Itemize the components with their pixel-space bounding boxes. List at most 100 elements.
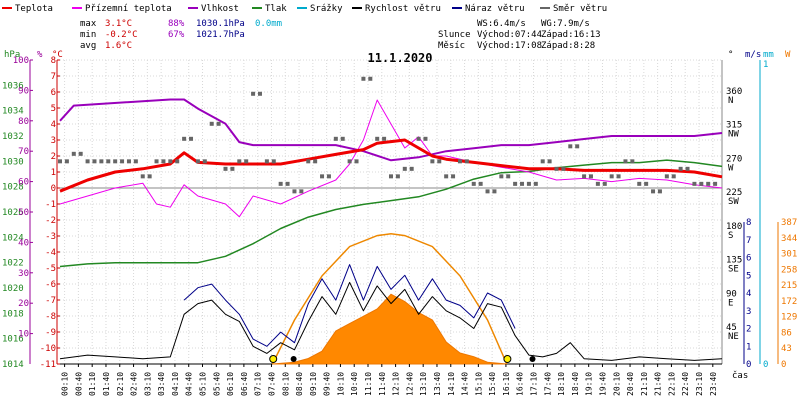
- x-tick-label: 03:40: [157, 372, 166, 396]
- wind-dir-point: [389, 174, 393, 179]
- humidity-tick: 60: [18, 178, 29, 188]
- x-tick-label: 09:40: [323, 372, 332, 396]
- temperature-tick: -4: [45, 248, 56, 258]
- humidity-tick: 50: [18, 208, 29, 218]
- humidity-tick: 30: [18, 269, 29, 279]
- wind-dir-point: [457, 159, 462, 164]
- wind-dir-point: [402, 166, 407, 171]
- wind-speed-tick: 6: [746, 254, 751, 264]
- wind-dir-point: [278, 181, 283, 186]
- x-tick-label: 09:10: [309, 372, 318, 396]
- x-tick-label: 00:10: [61, 372, 70, 396]
- x-tick-label: 17:10: [530, 372, 539, 396]
- solar-tick: 43: [781, 344, 792, 354]
- x-tick-label: 01:10: [88, 372, 97, 396]
- x-tick-label: 17:40: [543, 372, 552, 396]
- x-tick-label: 15:40: [488, 372, 497, 396]
- wind-dir-point: [299, 189, 304, 194]
- wind-dir-point: [595, 181, 600, 186]
- wind-dir-point: [485, 189, 490, 194]
- wind-dir-point: [320, 174, 325, 179]
- wind-dir-point: [147, 174, 152, 179]
- wind-dir-point: [561, 166, 566, 171]
- humidity-tick: 90: [18, 86, 29, 96]
- wind-dir-point: [113, 159, 118, 164]
- wind-speed-tick: 7: [746, 236, 751, 246]
- wind-speed-tick: 3: [746, 307, 751, 317]
- temperature-tick: 4: [51, 120, 56, 130]
- pressure-tick: 1026: [2, 208, 24, 218]
- wind-dir-point: [526, 181, 531, 186]
- x-tick-label: 11:10: [364, 372, 373, 396]
- wind-dir-point: [382, 136, 387, 141]
- wind-dir-point: [623, 159, 628, 164]
- rain-tick: 0: [763, 360, 768, 370]
- temperature-tick: -11: [40, 360, 56, 370]
- wind-dir-point: [547, 159, 552, 164]
- x-tick-label: 14:10: [447, 372, 456, 396]
- solar-tick: 387: [781, 218, 797, 228]
- stats-panel: max 3.1°C 88% 1030.1hPa 0.0mm min -0.2°C 67% 102…: [80, 19, 601, 51]
- solar-radiation-area: [272, 293, 507, 365]
- wind-dir-tick: 225: [726, 188, 742, 198]
- solar-tick: 301: [781, 250, 797, 260]
- wind-dir-point: [133, 159, 138, 164]
- pressure-tick: 1030: [2, 157, 24, 167]
- stat-moonrise: Východ:17:08: [477, 41, 542, 51]
- wind-dir-point: [657, 189, 662, 194]
- pressure-line: [59, 159, 723, 268]
- wind-dir-point: [264, 159, 269, 164]
- legend: Teplota Přízemní teplota Vlhkost Tlak Srážky…: [2, 4, 607, 14]
- humidity-axis-title: %: [37, 50, 43, 60]
- humidity-tick: 100: [13, 56, 29, 66]
- wind-dir-label: S: [728, 231, 733, 241]
- x-tick-label: 11:40: [378, 372, 387, 396]
- wind-speed-line: [59, 281, 723, 361]
- wind-dir-point: [58, 159, 62, 164]
- wind-dir-point: [630, 159, 635, 164]
- x-tick-label: 03:10: [143, 372, 152, 396]
- wind-dir-tick: 90: [726, 289, 737, 299]
- wind-dir-point: [471, 181, 476, 186]
- stat-temp: -0.2°C: [105, 30, 138, 40]
- rain-axis-title: mm: [763, 50, 774, 60]
- wind-dir-point: [713, 181, 718, 186]
- temperature-tick: -8: [45, 312, 56, 322]
- temperature-line: [59, 138, 723, 193]
- wind-dir-point: [313, 159, 318, 164]
- wind-dir-point: [237, 159, 242, 164]
- wind-dir-point: [492, 189, 497, 194]
- x-tick-label: 18:40: [571, 372, 580, 396]
- wind-dir-point: [85, 159, 90, 164]
- solar-axis-title: W: [785, 50, 791, 60]
- stat-wind-speed: WS:6.4m/s: [477, 19, 526, 29]
- wind-speed-tick: 5: [746, 271, 751, 281]
- wind-dir-point: [195, 159, 200, 164]
- solar-layer: [271, 232, 508, 365]
- wind-dir-point: [175, 159, 180, 164]
- wind-speed-axis-title: m/s: [745, 50, 761, 60]
- wind-dir-point: [554, 166, 559, 171]
- wind-dir-point: [168, 159, 173, 164]
- x-tick-label: 00:40: [74, 372, 83, 396]
- x-tick-label: 18:10: [557, 372, 566, 396]
- pressure-axis-title: hPa: [4, 50, 20, 60]
- temperature-tick: 2: [51, 152, 56, 162]
- x-tick-label: 20:40: [626, 372, 635, 396]
- wind-dir-point: [416, 136, 421, 141]
- wind-dir-point: [189, 136, 194, 141]
- wind-dir-point: [333, 136, 338, 141]
- x-axis-title: čas: [732, 370, 748, 381]
- wind-dir-point: [209, 121, 214, 126]
- stat-moon-label: Měsíc: [438, 41, 465, 51]
- wind-dir-point: [588, 174, 593, 179]
- stat-pressure: 1030.1hPa: [196, 19, 245, 29]
- temperature-tick: -3: [45, 232, 56, 242]
- wind-dir-point: [706, 181, 711, 186]
- legend-label: Tlak: [265, 4, 287, 14]
- sunrise-marker: [269, 355, 278, 363]
- pressure-tick: 1032: [2, 132, 24, 142]
- stat-moonset: Západ:8:28: [541, 41, 595, 51]
- x-tick-label: 12:40: [405, 372, 414, 396]
